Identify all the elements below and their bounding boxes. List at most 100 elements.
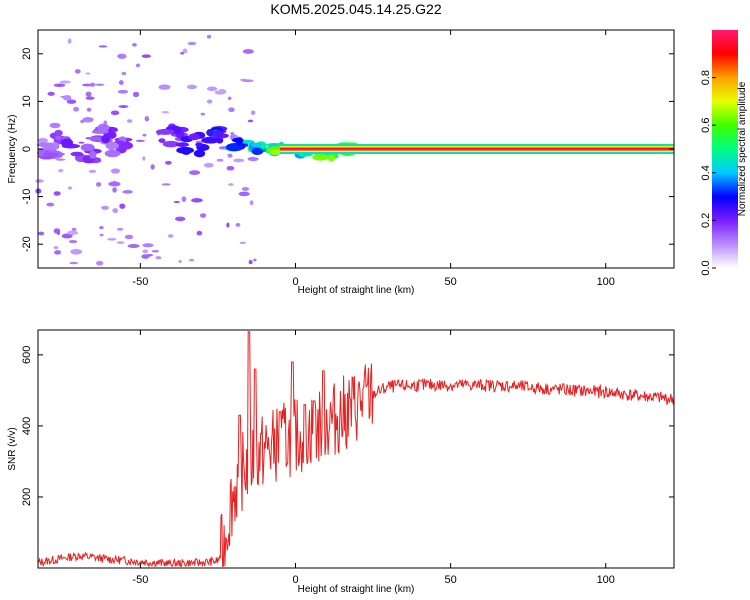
spectrogram-speckle bbox=[199, 213, 207, 218]
spectrogram-speckle bbox=[85, 96, 95, 100]
spectrogram-speckle bbox=[117, 89, 129, 94]
spectrogram-speckle bbox=[66, 99, 77, 104]
spectrogram-speckle bbox=[132, 91, 140, 98]
spectrogram-speckle bbox=[82, 83, 92, 87]
spectrogram-y-tick-label: -20 bbox=[21, 236, 33, 252]
colorbar-tick-label: 0.6 bbox=[700, 118, 712, 133]
spectrogram-speckle bbox=[74, 69, 81, 74]
spectrogram-speckle bbox=[117, 53, 127, 59]
spectrogram-blob bbox=[91, 129, 109, 134]
spectrogram-speckle bbox=[229, 134, 238, 140]
spectrogram-speckle bbox=[67, 186, 73, 190]
spectrogram-blob bbox=[269, 149, 282, 156]
spectrogram-speckle bbox=[135, 139, 146, 143]
spectrogram-speckle bbox=[175, 216, 186, 222]
spectrogram-speckle bbox=[126, 119, 133, 123]
spectrogram-y-ticks: -20 -10 0 10 20 bbox=[21, 48, 674, 252]
spectrogram-speckle bbox=[206, 99, 213, 104]
spectrogram-speckle bbox=[78, 141, 85, 144]
spectrogram-x-tick-label: 100 bbox=[597, 276, 615, 288]
spectrogram-speckle bbox=[206, 34, 212, 39]
spectrogram-blob bbox=[216, 136, 224, 144]
spectrogram-speckle bbox=[158, 84, 171, 90]
spectrogram-blob bbox=[312, 153, 329, 161]
snr-x-tick-label: 0 bbox=[292, 574, 298, 586]
spectrogram-speckle bbox=[95, 260, 104, 266]
spectrogram-speckle bbox=[142, 243, 154, 248]
spectrogram-blob bbox=[158, 138, 166, 143]
spectrogram-speckle bbox=[178, 260, 182, 263]
spectrogram-blob bbox=[105, 141, 119, 150]
spectrogram-speckle bbox=[107, 238, 117, 241]
colorbar-tick-label: 0.4 bbox=[700, 165, 712, 180]
spectrogram-blob bbox=[327, 154, 336, 162]
spectrogram-speckle bbox=[121, 71, 127, 76]
spectrogram-speckle bbox=[180, 51, 185, 55]
snr-y-ticks: 200 400 600 bbox=[21, 346, 674, 506]
spectrogram-speckle bbox=[86, 107, 92, 112]
spectrogram-speckle bbox=[249, 200, 254, 206]
spectrogram-speckle bbox=[38, 231, 45, 236]
snr-x-tick-label: -50 bbox=[132, 574, 148, 586]
spectrogram-speckle bbox=[67, 230, 79, 235]
spectrogram-speckle bbox=[227, 96, 232, 100]
spectrogram-speckle bbox=[95, 83, 105, 86]
colorbar-label: Normalized spectral amplitude bbox=[737, 81, 748, 216]
spectrogram-speckle bbox=[233, 158, 245, 163]
spectrogram-speckle bbox=[216, 158, 224, 162]
spectrogram-x-tick-label: 0 bbox=[292, 276, 298, 288]
spectrogram-speckle bbox=[203, 162, 214, 168]
snr-x-ticks: -50 0 50 100 bbox=[132, 330, 615, 586]
spectrogram-speckle bbox=[239, 241, 247, 244]
colorbar-tick-label: 0.8 bbox=[700, 70, 712, 85]
spectrogram-speckle bbox=[181, 196, 187, 202]
spectrogram-speckle bbox=[108, 181, 121, 187]
spectrogram-blob bbox=[235, 137, 243, 145]
spectrogram-speckle bbox=[70, 249, 83, 255]
spectrogram-blob bbox=[188, 133, 201, 141]
spectrogram-blob bbox=[206, 129, 214, 137]
spectrogram-y-tick-label: -10 bbox=[21, 189, 33, 205]
spectrogram-speckle bbox=[118, 105, 129, 108]
spectrogram-speckle bbox=[73, 106, 80, 112]
spectrogram-speckle bbox=[112, 187, 117, 193]
spectrogram-speckle bbox=[47, 91, 55, 96]
spectrogram-speckle bbox=[196, 230, 203, 236]
spectrogram-blob bbox=[175, 142, 190, 147]
spectrogram-panel: -50 0 50 100 -20 -10 0 10 20 Height of straight… bbox=[7, 29, 675, 296]
spectrogram-speckle bbox=[46, 202, 55, 207]
spectrogram-speckle bbox=[182, 48, 188, 54]
spectrogram-speckle bbox=[118, 80, 124, 86]
snr-y-axis-label: SNR (v/v) bbox=[7, 427, 18, 470]
spectrogram-y-tick-label: 10 bbox=[21, 95, 33, 107]
spectrogram-speckle bbox=[135, 63, 141, 68]
spectrogram-speckle bbox=[188, 258, 195, 262]
spectrogram-blob bbox=[97, 123, 110, 132]
spectrogram-blob bbox=[214, 130, 224, 137]
spectrogram-speckle bbox=[247, 156, 259, 162]
spectrogram-speckle bbox=[71, 227, 77, 231]
spectrogram-speckle bbox=[151, 249, 160, 253]
spectrogram-blob bbox=[162, 140, 180, 148]
spectrogram-speckle bbox=[226, 222, 230, 228]
spectrogram-blob bbox=[60, 138, 74, 147]
spectrogram-blob bbox=[80, 143, 95, 152]
spectrogram-speckle bbox=[53, 246, 59, 250]
spectrogram-speckle bbox=[110, 168, 121, 174]
spectrogram-speckle bbox=[173, 200, 181, 204]
spectrogram-speckle bbox=[238, 191, 250, 197]
spectrogram-speckle bbox=[99, 226, 104, 230]
spectrogram-speckle bbox=[161, 183, 171, 186]
spectrogram-speckle bbox=[214, 90, 225, 95]
snr-series-line bbox=[37, 331, 675, 568]
spectrogram-speckle bbox=[241, 187, 250, 191]
spectrogram-speckle bbox=[235, 222, 241, 227]
spectrogram-speckle bbox=[112, 208, 119, 214]
spectrogram-speckle bbox=[127, 243, 140, 249]
spectrogram-speckle bbox=[200, 112, 205, 116]
spectrogram-blob bbox=[251, 147, 264, 156]
spectrogram-blob bbox=[104, 149, 121, 158]
spectrogram-speckle bbox=[68, 240, 78, 244]
spectrogram-speckle bbox=[103, 120, 108, 125]
